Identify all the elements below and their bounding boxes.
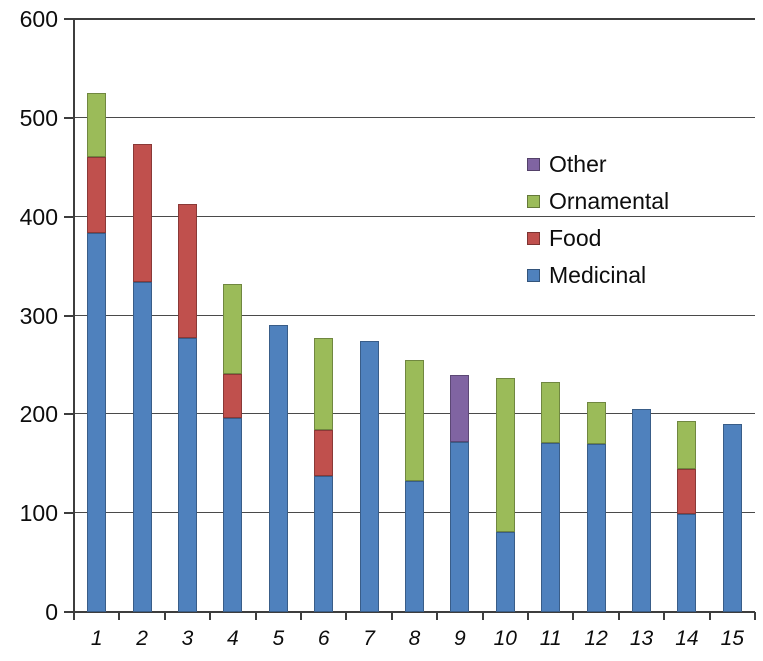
- legend-label: Ornamental: [549, 188, 670, 214]
- bar-segment-medicinal: [677, 514, 697, 612]
- legend-label: Food: [549, 225, 602, 251]
- x-axis-tick: [572, 612, 575, 620]
- y-axis-tick: [64, 18, 74, 20]
- x-tick-label: 1: [90, 627, 103, 650]
- bar-segment-ornamental: [541, 381, 561, 443]
- gridline: [74, 116, 755, 118]
- bar-segment-medicinal: [722, 424, 742, 612]
- x-tick-label: 12: [584, 627, 608, 650]
- legend-swatch-other: [527, 158, 540, 171]
- x-tick-label: 3: [181, 627, 194, 650]
- gridline: [74, 215, 755, 217]
- y-axis-tick: [64, 413, 74, 416]
- y-tick-label: 600: [19, 6, 58, 32]
- bar-segment-medicinal: [132, 281, 152, 612]
- x-tick-label: 6: [317, 627, 330, 650]
- x-axis-tick: [390, 612, 393, 620]
- bar-segment-medicinal: [586, 443, 606, 612]
- bar-segment-medicinal: [223, 418, 243, 612]
- gridline: [74, 611, 755, 613]
- y-axis-tick: [64, 512, 74, 515]
- bar-segment-food: [314, 430, 334, 476]
- x-axis-tick: [73, 612, 75, 620]
- x-axis-tick: [118, 612, 121, 620]
- bar-segment-ornamental: [223, 283, 243, 374]
- x-tick-label: 5: [272, 627, 285, 650]
- x-axis-tick: [300, 612, 302, 620]
- bar-segment-medicinal: [632, 409, 651, 612]
- legend-swatch-ornamental: [527, 195, 540, 208]
- x-tick-label: 10: [493, 627, 517, 650]
- legend-swatch-food: [527, 232, 540, 245]
- x-tick-label: 11: [539, 627, 562, 650]
- bar-segment-ornamental: [677, 421, 697, 469]
- legend-label: Other: [549, 151, 607, 177]
- x-axis-tick: [209, 612, 212, 620]
- x-axis-tick: [708, 612, 711, 620]
- y-axis-tick: [64, 314, 74, 317]
- x-tick-label: 7: [363, 627, 375, 650]
- x-tick-label: 14: [675, 627, 699, 650]
- y-axis-tick: [64, 215, 74, 218]
- x-tick-label: 9: [454, 627, 466, 650]
- x-axis-tick: [527, 612, 529, 620]
- y-tick-label: 400: [19, 203, 58, 230]
- x-tick-label: 13: [629, 627, 654, 650]
- bar-segment-ornamental: [586, 402, 606, 444]
- x-axis-tick: [345, 612, 348, 620]
- x-tick-label: 4: [227, 627, 239, 650]
- legend: Other Ornamental Food Medicinal: [527, 146, 669, 294]
- bar-segment-medicinal: [541, 442, 561, 612]
- y-tick-label: 0: [45, 599, 58, 625]
- legend-label: Medicinal: [549, 262, 647, 288]
- legend-item-food: Food: [527, 220, 669, 257]
- bar-segment-medicinal: [359, 341, 379, 612]
- y-tick-label: 500: [19, 104, 58, 131]
- legend-swatch-medicinal: [527, 269, 540, 282]
- legend-item-ornamental: Ornamental: [527, 183, 669, 220]
- bar-segment-ornamental: [405, 359, 424, 481]
- x-tick-label: 2: [136, 627, 148, 650]
- bar-segment-food: [223, 373, 243, 419]
- bar-segment-medicinal: [87, 233, 107, 612]
- bar-segment-medicinal: [495, 531, 515, 612]
- x-axis-tick: [436, 612, 439, 620]
- bar-segment-ornamental: [495, 377, 515, 532]
- x-tick-label: 8: [408, 627, 421, 650]
- bar-segment-medicinal: [314, 475, 334, 612]
- bar-segment-food: [87, 157, 107, 234]
- bar-segment-medicinal: [178, 338, 197, 612]
- x-axis-tick: [754, 612, 756, 620]
- x-axis-tick: [663, 612, 666, 620]
- bar-segment-medicinal: [450, 442, 470, 612]
- y-tick-label: 200: [19, 401, 58, 428]
- bar-segment-ornamental: [87, 93, 107, 158]
- x-axis-tick: [254, 612, 257, 620]
- bar-segment-medicinal: [268, 325, 288, 612]
- y-axis-tick: [64, 611, 74, 613]
- y-tick-label: 300: [19, 302, 58, 329]
- bar-segment-medicinal: [405, 480, 424, 612]
- bar-segment-ornamental: [314, 338, 334, 431]
- legend-item-medicinal: Medicinal: [527, 257, 669, 294]
- x-tick-label: 15: [720, 627, 744, 650]
- legend-item-other: Other: [527, 146, 669, 183]
- x-axis-tick: [617, 612, 620, 620]
- bar-segment-food: [132, 143, 152, 282]
- bar-segment-food: [178, 203, 197, 339]
- x-axis-tick: [163, 612, 166, 620]
- bar-segment-food: [677, 468, 697, 515]
- x-axis-tick: [481, 612, 484, 620]
- gridline: [74, 18, 755, 20]
- y-axis-line: [73, 19, 75, 612]
- y-axis-tick: [64, 116, 74, 119]
- bar-segment-other: [450, 374, 470, 442]
- y-tick-label: 100: [19, 500, 58, 527]
- gridline: [74, 314, 755, 316]
